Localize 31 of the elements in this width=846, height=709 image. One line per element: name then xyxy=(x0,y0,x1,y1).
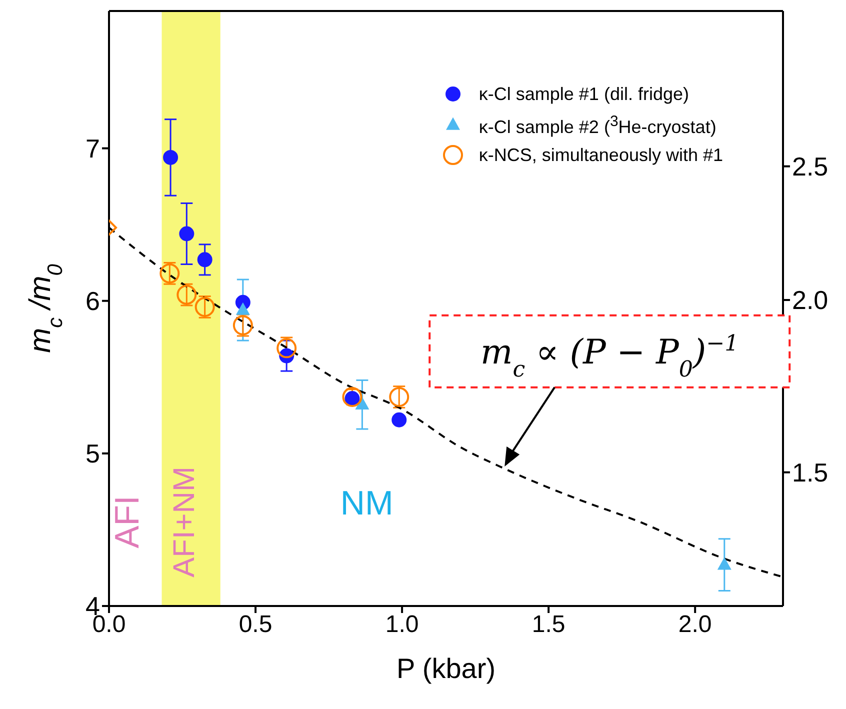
point xyxy=(163,150,178,165)
annotation: m$_{c}$ ∝ (P − P$_{0}$)$^{−1}$ xyxy=(480,330,739,382)
point xyxy=(160,263,180,284)
legend-label: κ-NCS, simultaneously with #1 xyxy=(478,144,723,167)
point xyxy=(392,412,407,428)
point xyxy=(342,386,362,407)
point xyxy=(232,315,253,336)
annotation: AFI xyxy=(108,495,146,548)
y2-tick-label: 2.0 xyxy=(792,285,828,316)
annotation: NM xyxy=(340,484,394,522)
x-tick-label: 1.0 xyxy=(385,611,419,638)
point xyxy=(176,284,197,305)
x-tick-label: 0.5 xyxy=(238,611,272,638)
x-axis-title: P (kbar) xyxy=(396,653,496,684)
annotation: AFI+NM xyxy=(168,466,201,578)
x-tick-label: 1.5 xyxy=(532,611,566,638)
point xyxy=(717,557,732,570)
x-tick-label: 2.0 xyxy=(678,611,712,638)
point xyxy=(236,302,250,315)
point xyxy=(197,252,212,268)
point xyxy=(389,386,410,407)
point xyxy=(276,338,297,358)
y2-tick-label: 2.5 xyxy=(792,152,828,182)
point xyxy=(179,226,194,242)
y-tick-label: 6 xyxy=(86,286,100,316)
y-tick-label: 7 xyxy=(86,134,100,164)
point xyxy=(194,296,215,317)
y2-tick-label: 1.5 xyxy=(792,458,828,488)
y-tick-label: 5 xyxy=(86,438,100,469)
legend-label: κ-Cl sample #2 ($^{3}$He-cryostat) xyxy=(478,112,716,139)
legend-label: κ-Cl sample #1 (dil. fridge) xyxy=(478,83,689,106)
